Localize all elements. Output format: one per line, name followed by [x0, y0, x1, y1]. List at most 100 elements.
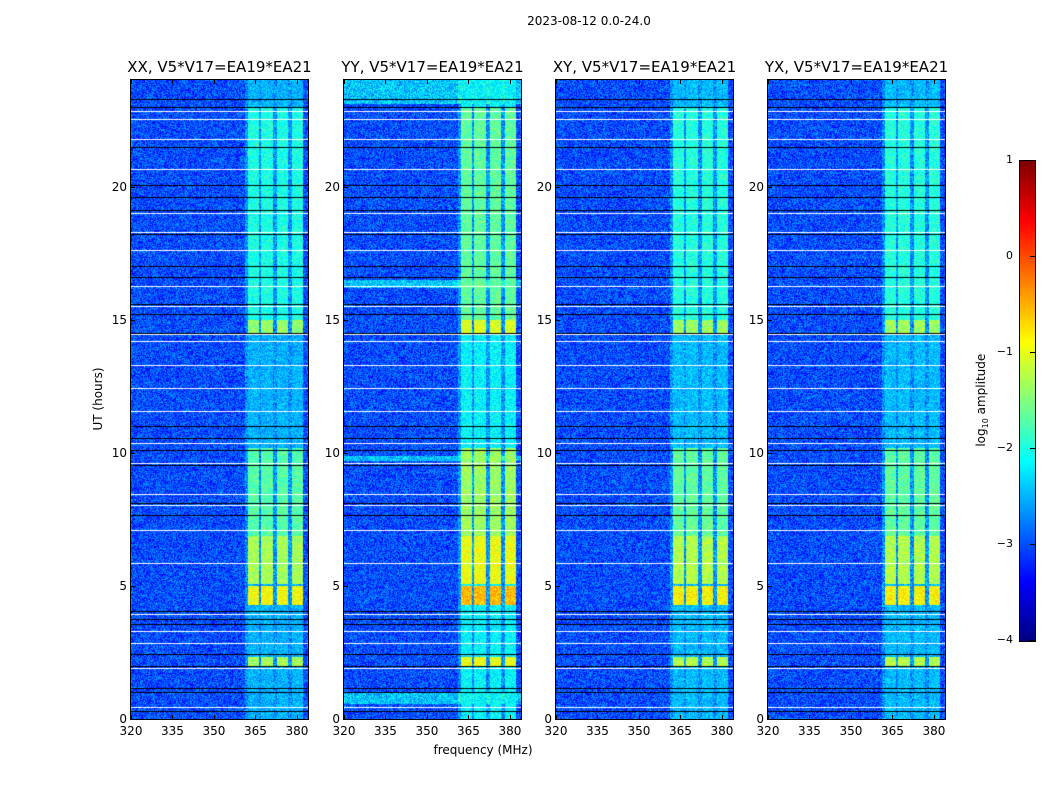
x-tick-top: [638, 80, 640, 84]
y-tick-label: 15: [324, 312, 340, 327]
x-tick-label: 320: [119, 724, 143, 738]
y-tick: [131, 186, 135, 188]
y-tick: [768, 719, 772, 720]
x-tick: [385, 715, 387, 719]
x-tick-label: 380: [922, 724, 946, 738]
x-tick-top: [556, 80, 557, 84]
x-tick: [172, 715, 174, 719]
y-tick-label: 10: [536, 445, 552, 460]
panel-title: YY, V5*V17=EA19*EA21: [341, 58, 524, 76]
x-tick-label: 335: [161, 724, 184, 738]
x-tick: [721, 715, 723, 719]
x-tick: [213, 715, 215, 719]
y-tick: [344, 319, 348, 321]
y-tick: [556, 452, 560, 454]
y-tick-label: 0: [544, 712, 552, 726]
x-tick-label: 320: [332, 724, 356, 738]
x-tick-label: 350: [839, 724, 863, 738]
y-tick-label: 10: [324, 445, 340, 460]
panel-title: YX, V5*V17=EA19*EA21: [764, 58, 949, 76]
colorbar-label-sub: 10: [981, 418, 991, 429]
colorbar-tick-label: 0: [1006, 249, 1013, 262]
x-tick-top: [172, 80, 174, 84]
x-tick-label: 365: [457, 724, 480, 738]
y-tick-label: 15: [536, 312, 552, 327]
colorbar-tick: [1030, 448, 1035, 449]
panel-title: XX, V5*V17=EA19*EA21: [127, 58, 312, 76]
x-tick: [638, 715, 640, 719]
colorbar-tick-label: −2: [996, 441, 1013, 454]
y-tick-label: 5: [544, 578, 552, 593]
x-tick: [768, 715, 769, 719]
x-tick: [680, 715, 682, 719]
y-tick: [131, 719, 135, 720]
heatmap-canvas: [131, 80, 308, 719]
x-tick-label: 335: [798, 724, 821, 738]
heatmap-canvas: [768, 80, 945, 719]
x-tick-top: [131, 80, 132, 84]
x-tick: [850, 715, 852, 719]
x-tick-top: [296, 80, 298, 84]
colorbar-tick: [1030, 352, 1035, 353]
colorbar-tick-label: −1: [996, 345, 1013, 358]
x-tick: [468, 715, 470, 719]
y-tick: [556, 585, 560, 587]
colorbar-gradient: [1020, 161, 1035, 641]
x-tick-top: [509, 80, 511, 84]
x-tick-top: [809, 80, 811, 84]
x-tick-top: [768, 80, 769, 84]
x-tick: [255, 715, 257, 719]
colorbar: [1019, 160, 1036, 642]
x-tick-label: 380: [285, 724, 309, 738]
y-tick: [556, 186, 560, 188]
panel-title: XY, V5*V17=EA19*EA21: [552, 58, 737, 76]
x-tick-top: [385, 80, 387, 84]
y-tick-label: 20: [748, 179, 764, 194]
colorbar-tick: [1030, 160, 1035, 161]
x-tick: [344, 715, 345, 719]
x-tick-label: 335: [586, 724, 609, 738]
y-tick-label: 0: [119, 712, 127, 726]
heatmap-canvas: [556, 80, 733, 719]
x-tick-top: [468, 80, 470, 84]
y-tick: [556, 719, 560, 720]
x-tick-label: 320: [756, 724, 780, 738]
y-tick: [344, 452, 348, 454]
y-tick-label: 5: [756, 578, 764, 593]
colorbar-tick-label: 1: [1006, 153, 1013, 166]
y-tick-label: 5: [332, 578, 340, 593]
x-tick-label: 365: [669, 724, 692, 738]
y-tick-label: 20: [324, 179, 340, 194]
x-tick-top: [892, 80, 894, 84]
x-tick-top: [933, 80, 935, 84]
x-tick-label: 380: [498, 724, 522, 738]
colorbar-label: log10 amplitude: [974, 350, 990, 450]
x-tick-label: 335: [374, 724, 397, 738]
x-tick-label: 350: [627, 724, 651, 738]
x-tick-top: [680, 80, 682, 84]
y-tick: [344, 719, 348, 720]
x-tick-label: 320: [544, 724, 568, 738]
heatmap-panel: [130, 79, 309, 720]
x-axis-label: frequency (MHz): [433, 743, 533, 757]
y-tick: [344, 585, 348, 587]
y-tick: [768, 319, 772, 321]
x-tick-top: [597, 80, 599, 84]
y-tick-label: 15: [111, 312, 127, 327]
y-tick: [768, 585, 772, 587]
x-tick: [296, 715, 298, 719]
x-tick-top: [721, 80, 723, 84]
colorbar-tick: [1030, 256, 1035, 257]
y-tick: [768, 452, 772, 454]
colorbar-tick: [1030, 640, 1035, 641]
x-tick: [426, 715, 428, 719]
y-tick-label: 10: [111, 445, 127, 460]
x-tick-top: [426, 80, 428, 84]
colorbar-tick: [1030, 544, 1035, 545]
y-tick-label: 5: [119, 578, 127, 593]
y-tick: [768, 186, 772, 188]
y-tick-label: 0: [332, 712, 340, 726]
x-tick: [509, 715, 511, 719]
x-tick: [131, 715, 132, 719]
